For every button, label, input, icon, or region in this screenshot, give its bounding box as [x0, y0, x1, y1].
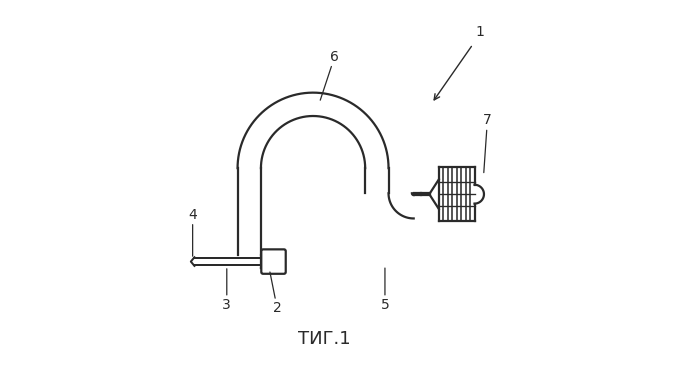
Text: 2: 2: [270, 272, 281, 315]
Text: 7: 7: [483, 114, 492, 173]
FancyBboxPatch shape: [261, 249, 285, 274]
Text: 4: 4: [188, 208, 197, 256]
Text: 3: 3: [223, 269, 231, 312]
Text: 1: 1: [476, 24, 484, 39]
Text: 6: 6: [320, 50, 339, 100]
Text: ΤИГ.1: ΤИГ.1: [297, 330, 350, 348]
Text: 5: 5: [380, 268, 389, 312]
